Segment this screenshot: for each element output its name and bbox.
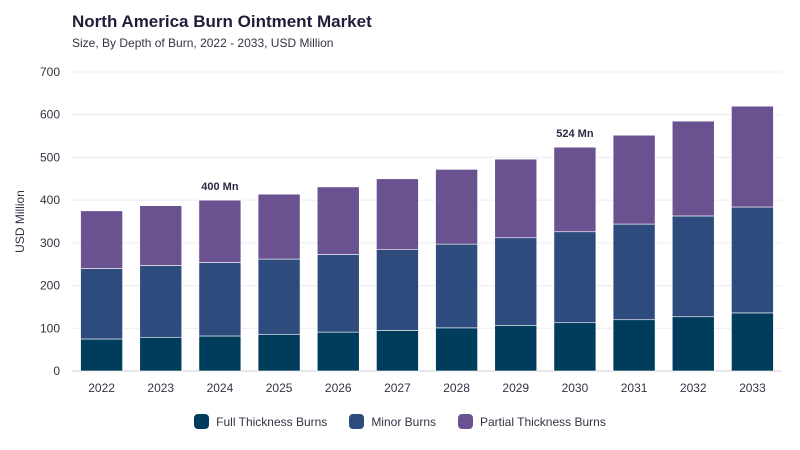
data-label: 524 Mn [556, 128, 594, 140]
y-tick-label: 0 [53, 364, 60, 378]
x-tick-label: 2029 [502, 381, 529, 395]
bar-segment [257, 193, 301, 260]
bar-segment [198, 262, 242, 337]
bar-segment [376, 330, 419, 372]
bar-segment [257, 258, 301, 335]
chart-title: North America Burn Ointment Market [72, 12, 372, 31]
x-tick-label: 2031 [621, 381, 648, 395]
data-label: 400 Mn [201, 181, 239, 193]
y-tick-label: 500 [40, 150, 60, 164]
bar-segment [80, 210, 123, 269]
y-tick-label: 200 [40, 279, 60, 293]
bar-segment [731, 105, 774, 208]
bar-segment [494, 158, 538, 239]
bar-segment [494, 324, 538, 372]
bar-segment [671, 215, 715, 318]
y-tick-label: 700 [40, 65, 60, 79]
x-tick-label: 2032 [680, 381, 707, 395]
bar-segment [731, 312, 774, 372]
bar-segment [435, 327, 478, 372]
legend-label: Minor Burns [371, 414, 436, 429]
legend-label: Full Thickness Burns [216, 414, 328, 429]
bar-segment [671, 120, 715, 217]
x-tick-label: 2028 [443, 381, 470, 395]
bar-segment [435, 243, 478, 329]
chart-subtitle: Size, By Depth of Burn, 2022 - 2033, USD… [72, 36, 334, 50]
legend-swatch [194, 414, 210, 429]
y-tick-label: 400 [40, 193, 60, 207]
y-axis-label: USD Million [13, 190, 27, 253]
bar-segment [494, 237, 538, 326]
legend-item-partial-thickness-burns[interactable]: Partial Thickness Burns [458, 414, 606, 429]
bar-segment [435, 169, 478, 245]
bar-segment [316, 254, 360, 333]
bar-segment [553, 146, 597, 233]
x-tick-label: 2026 [325, 381, 352, 395]
bar-segment [80, 338, 123, 372]
bar-segment [316, 186, 360, 255]
bar-segment [731, 206, 774, 314]
chart-legend: Full Thickness Burns Minor Burns Partial… [0, 414, 800, 429]
bar-segment [553, 322, 597, 372]
x-tick-label: 2022 [88, 381, 115, 395]
bar-segment [257, 333, 301, 372]
bar-segment [80, 268, 123, 340]
bar-segment [612, 223, 656, 321]
bar-segment [198, 335, 242, 372]
bar-segment [376, 249, 419, 331]
legend-item-full-thickness-burns[interactable]: Full Thickness Burns [194, 414, 327, 429]
x-tick-label: 2027 [384, 381, 411, 395]
legend-label: Partial Thickness Burns [480, 414, 606, 429]
y-tick-label: 100 [40, 321, 60, 335]
y-tick-label: 300 [40, 236, 60, 250]
bar-segment [316, 331, 360, 372]
bar-segment [139, 265, 183, 338]
x-tick-label: 2025 [266, 381, 293, 395]
legend-swatch [458, 414, 473, 429]
bar-segment [612, 319, 656, 372]
x-tick-label: 2023 [147, 381, 174, 395]
x-tick-label: 2033 [739, 381, 766, 395]
bar-segment [198, 199, 242, 263]
legend-item-minor-burns[interactable]: Minor Burns [349, 414, 436, 429]
bar-segment [671, 316, 715, 372]
bar-segment [376, 178, 419, 250]
bar-segment [553, 231, 597, 324]
y-tick-label: 600 [40, 108, 60, 122]
legend-swatch [349, 414, 365, 429]
bar-segment [612, 134, 656, 225]
bar-segment [139, 336, 183, 372]
x-tick-label: 2024 [207, 381, 234, 395]
x-tick-label: 2030 [562, 381, 589, 395]
bar-segment [139, 205, 183, 266]
